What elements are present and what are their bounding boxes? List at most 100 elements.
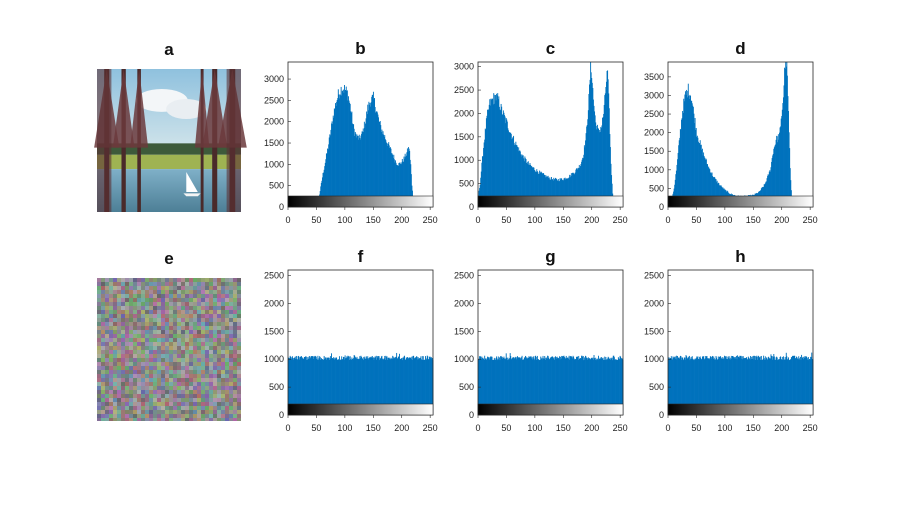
noise-cell bbox=[105, 374, 109, 378]
noise-cell bbox=[149, 406, 153, 410]
histogram-bar bbox=[725, 357, 727, 415]
histogram-bar bbox=[811, 359, 813, 415]
noise-cell bbox=[161, 278, 165, 282]
histogram-bar bbox=[572, 172, 574, 207]
noise-cell bbox=[149, 286, 153, 290]
noise-cell bbox=[137, 326, 141, 330]
noise-cell bbox=[209, 326, 213, 330]
noise-cell bbox=[233, 366, 237, 370]
histogram-bar bbox=[354, 355, 356, 415]
noise-cell bbox=[161, 378, 165, 382]
histogram-bar bbox=[553, 177, 555, 207]
histogram-bar bbox=[480, 171, 482, 207]
histogram-bar bbox=[382, 358, 383, 415]
histogram-bars-b bbox=[305, 85, 425, 207]
noise-cell bbox=[133, 350, 137, 354]
noise-cell bbox=[201, 350, 205, 354]
histogram-bar bbox=[534, 360, 535, 415]
histogram-bar bbox=[574, 173, 576, 207]
noise-cell bbox=[209, 294, 213, 298]
histogram-bar bbox=[422, 356, 424, 415]
histogram-bar bbox=[604, 356, 606, 415]
histogram-bar bbox=[777, 136, 779, 207]
histogram-bar bbox=[552, 356, 554, 415]
noise-cell bbox=[217, 398, 221, 402]
noise-cell bbox=[121, 406, 125, 410]
histogram-bar bbox=[522, 359, 524, 415]
noise-cell bbox=[137, 338, 141, 342]
histogram-bar bbox=[312, 356, 314, 415]
noise-cell bbox=[221, 330, 225, 334]
noise-cell bbox=[133, 418, 137, 421]
histogram-bar bbox=[698, 359, 699, 415]
noise-cell bbox=[189, 370, 193, 374]
noise-cell bbox=[153, 298, 157, 302]
histogram-bar bbox=[406, 357, 408, 415]
noise-cell bbox=[189, 354, 193, 358]
noise-cell bbox=[149, 366, 153, 370]
histogram-bar bbox=[617, 357, 619, 415]
histogram-bar bbox=[339, 94, 341, 207]
noise-cell bbox=[137, 342, 141, 346]
x-tick-label: 50 bbox=[501, 215, 511, 225]
noise-cell bbox=[101, 394, 105, 398]
noise-cell bbox=[189, 418, 193, 421]
histogram-bar bbox=[532, 359, 534, 415]
noise-cell bbox=[137, 330, 141, 334]
histogram-bar bbox=[374, 98, 376, 207]
noise-cell bbox=[237, 354, 241, 358]
histogram-bar bbox=[596, 358, 598, 415]
histogram-bar bbox=[805, 357, 806, 415]
noise-cell bbox=[113, 330, 117, 334]
histogram-bar bbox=[808, 360, 810, 415]
histogram-bar bbox=[575, 168, 577, 207]
noise-cell bbox=[173, 418, 177, 421]
noise-cell bbox=[205, 386, 209, 390]
histogram-bar bbox=[785, 62, 787, 207]
noise-cell bbox=[117, 394, 121, 398]
noise-cell bbox=[169, 370, 173, 374]
noise-cell bbox=[213, 406, 217, 410]
noise-cell bbox=[169, 322, 173, 326]
histogram-bar bbox=[333, 357, 335, 415]
histogram-bar bbox=[522, 359, 524, 415]
histogram-bar bbox=[598, 132, 600, 207]
histogram-bar bbox=[539, 360, 541, 415]
noise-cell bbox=[209, 290, 213, 294]
noise-cell bbox=[149, 402, 153, 406]
histogram-bar bbox=[424, 359, 426, 415]
histogram-bar bbox=[607, 79, 609, 207]
noise-cell bbox=[141, 326, 145, 330]
histogram-bar bbox=[522, 155, 524, 207]
noise-cell bbox=[149, 382, 153, 386]
histogram-bar bbox=[311, 356, 313, 415]
histogram-bar bbox=[346, 356, 348, 415]
histogram-bar bbox=[505, 353, 507, 415]
noise-cell bbox=[217, 322, 221, 326]
histogram-bar bbox=[613, 357, 615, 415]
histogram-bar bbox=[346, 90, 348, 207]
noise-cell bbox=[137, 318, 141, 322]
noise-cell bbox=[101, 358, 105, 362]
histogram-bar bbox=[397, 165, 399, 207]
y-tick-label: 2500 bbox=[454, 85, 474, 95]
noise-cell bbox=[101, 398, 105, 402]
histogram-bar bbox=[715, 356, 717, 415]
noise-cell bbox=[133, 314, 137, 318]
noise-cell bbox=[113, 282, 117, 286]
x-tick-label: 100 bbox=[527, 215, 542, 225]
noise-cell bbox=[173, 362, 177, 366]
histogram-bar bbox=[513, 142, 515, 207]
histogram-bar bbox=[694, 117, 696, 207]
histogram-bar bbox=[348, 100, 350, 207]
histogram-bar bbox=[329, 356, 331, 415]
noise-cell bbox=[189, 306, 193, 310]
histogram-bar bbox=[675, 355, 677, 415]
noise-cell bbox=[153, 314, 157, 318]
noise-cell bbox=[213, 346, 217, 350]
noise-cell bbox=[149, 318, 153, 322]
histogram-bar bbox=[513, 135, 515, 207]
histogram-bar bbox=[789, 359, 791, 415]
histogram-bar bbox=[373, 359, 375, 415]
histogram-bar bbox=[789, 360, 791, 415]
